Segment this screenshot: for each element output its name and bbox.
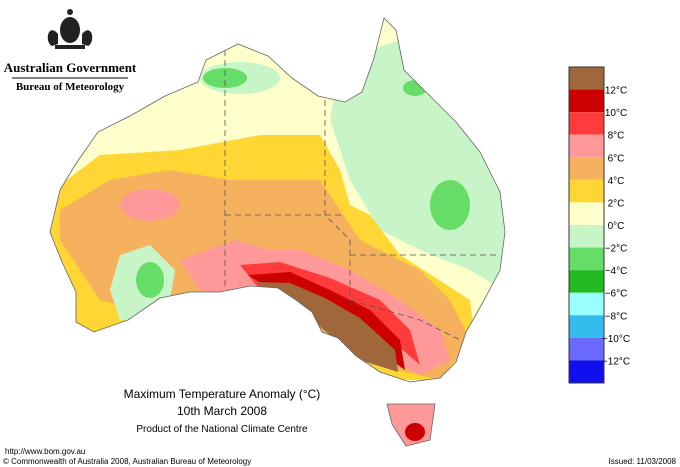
legend-swatch	[569, 247, 604, 271]
legend-swatch	[569, 89, 604, 113]
legend-swatch	[569, 112, 604, 135]
footer-issued: Issued: 11/03/2008	[609, 457, 677, 466]
legend-label: 4°C	[608, 176, 625, 187]
map-title: Maximum Temperature Anomaly (°C)	[124, 387, 321, 401]
legend-label: −4°C	[605, 266, 628, 277]
legend-label: 8°C	[608, 131, 625, 142]
legend-swatch	[569, 179, 604, 203]
legend-swatch	[569, 360, 604, 383]
legend-swatch	[569, 292, 604, 316]
bureau-name: Bureau of Meteorology	[16, 81, 125, 93]
legend-label: 6°C	[608, 153, 625, 164]
legend-swatch	[569, 134, 604, 158]
map-date: 10th March 2008	[177, 404, 267, 418]
government-name: Australian Government	[4, 60, 137, 75]
tasmania	[386, 403, 436, 447]
legend-swatch	[569, 270, 604, 293]
legend-label: −8°C	[605, 311, 628, 322]
legend-swatch	[569, 202, 604, 225]
legend-label: −12°C	[602, 356, 630, 367]
legend-swatch	[569, 157, 604, 180]
legend-frame	[568, 66, 605, 384]
legend-label: −2°C	[605, 244, 628, 255]
legend-label: −6°C	[605, 289, 628, 300]
map-credit: Product of the National Climate Centre	[136, 424, 308, 435]
legend-swatch	[569, 225, 604, 248]
crest	[47, 9, 93, 49]
footer-copyright: © Commonwealth of Australia 2008, Austra…	[3, 457, 251, 466]
legend-swatch	[569, 67, 604, 90]
legend-label: 2°C	[608, 198, 625, 209]
legend-swatch	[569, 337, 604, 361]
legend-swatch	[569, 315, 604, 338]
legend-label: 12°C	[605, 86, 627, 97]
legend-label: −10°C	[602, 334, 630, 345]
legend-label: 0°C	[608, 221, 625, 232]
legend: 12°C 10°C 8°C 6°C 4°C 2°C 0°C −2°C −4°C −6°C −8°C −…	[568, 66, 630, 384]
footer-url: http://www.bom.gov.au	[5, 447, 85, 456]
legend-label: 10°C	[605, 108, 627, 119]
